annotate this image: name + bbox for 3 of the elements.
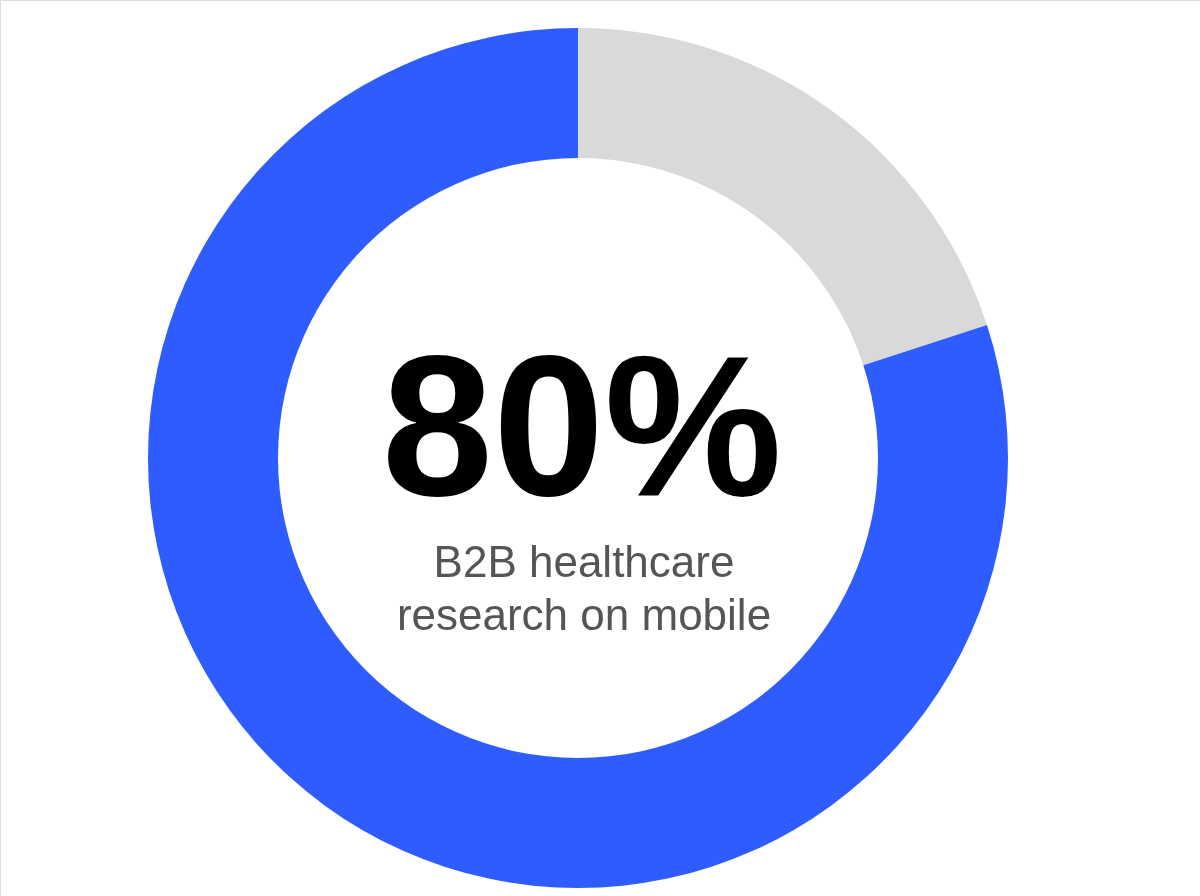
- text: B2B healthcare research on mobile: [396, 537, 772, 639]
- donut-slice: [148, 28, 1008, 888]
- data-label: 80%: [381, 314, 783, 537]
